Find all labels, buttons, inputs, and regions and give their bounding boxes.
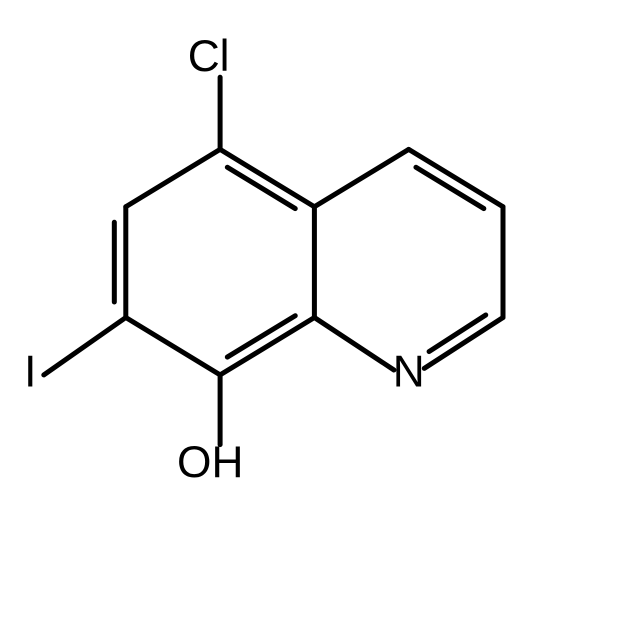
atom-label-i: I (24, 348, 36, 397)
molecule-diagram: N Cl I OH (0, 0, 617, 640)
atom-label-cl: Cl (188, 32, 230, 81)
atom-label-oh: OH (177, 438, 243, 487)
atom-label-n: N (393, 348, 425, 397)
